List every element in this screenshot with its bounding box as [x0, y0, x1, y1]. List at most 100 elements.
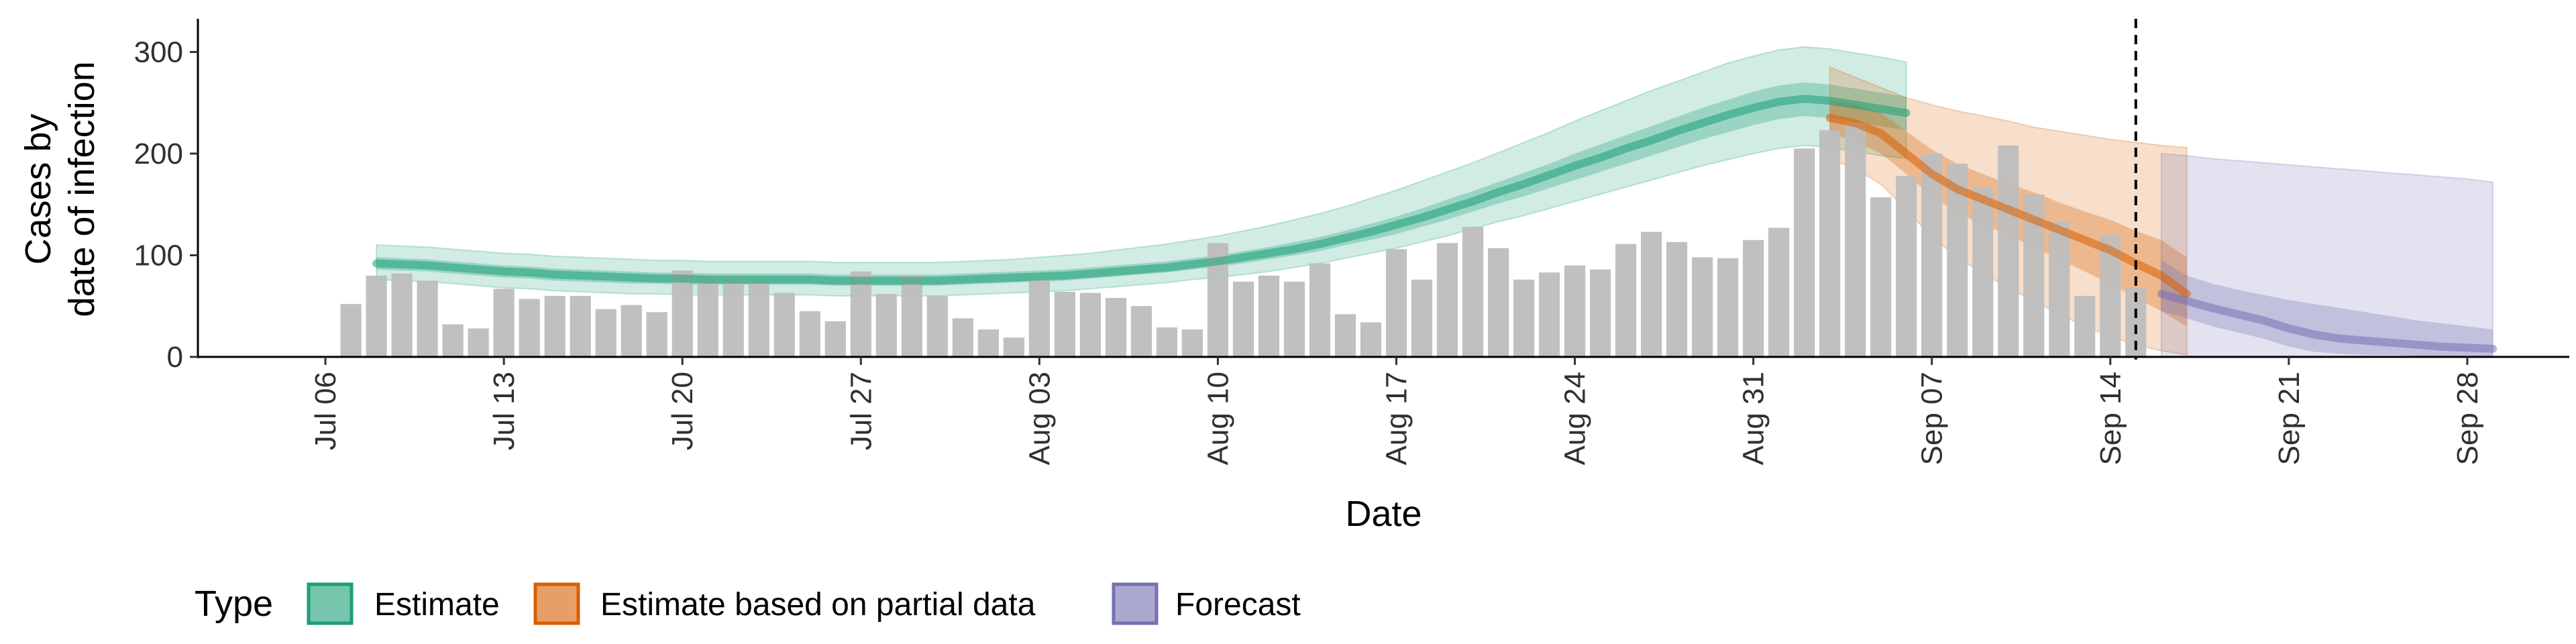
bar [1794, 148, 1815, 357]
bar [901, 275, 922, 357]
bar [1896, 176, 1917, 357]
x-tick-label: Aug 31 [1737, 372, 1770, 465]
x-tick-label: Jul 20 [666, 372, 699, 450]
x-tick-label: Sep 14 [2094, 372, 2127, 465]
bar [544, 296, 566, 357]
legend-key [1112, 582, 1159, 625]
bar [1411, 279, 1433, 357]
band-inner-series-2 [2161, 260, 2493, 356]
bar [1615, 244, 1637, 357]
bar [773, 292, 795, 357]
bar [1513, 279, 1535, 357]
legend-title: Type [195, 584, 273, 624]
bar [1156, 327, 1177, 357]
bar [1028, 280, 1050, 357]
median-line-series-0 [372, 95, 1911, 285]
bar [799, 311, 820, 357]
x-tick-label: Aug 03 [1023, 372, 1056, 465]
bar [493, 288, 515, 357]
case-bars [340, 123, 2147, 358]
legend: Type Estimate Estimate based on partial da… [195, 582, 1301, 625]
legend-label: Estimate based on partial data [600, 587, 1036, 623]
y-axis-title-line: date of infection [62, 61, 102, 317]
y-axis-title: Cases bydate of infection [18, 61, 102, 317]
x-tick-label: Sep 21 [2273, 372, 2306, 465]
bar [2074, 296, 2096, 357]
legend-key [533, 582, 580, 625]
bar [1972, 187, 1994, 357]
x-tick-label: Sep 28 [2451, 372, 2484, 465]
bar [621, 305, 642, 357]
bar [1003, 337, 1024, 357]
axes: 0 100 200 300 Jul 06 Jul 13 Jul 20 Jul 27 Aug 03… [18, 19, 2569, 534]
bar [340, 304, 362, 357]
x-axis-title: Date [1345, 494, 1421, 534]
bar [1743, 239, 1764, 357]
bar [824, 321, 846, 357]
y-axis-title-line: Cases by [18, 113, 58, 264]
x-tick-label: Jul 13 [488, 372, 521, 450]
bar [1870, 197, 1892, 357]
bar [926, 296, 948, 357]
bar [1385, 249, 1407, 357]
bar [952, 318, 973, 357]
median-lines [372, 95, 2497, 353]
y-tick-label: 100 [134, 239, 183, 272]
bar [1692, 257, 1713, 357]
bar [646, 312, 667, 357]
x-tick-label: Jul 06 [309, 372, 342, 450]
bar [875, 294, 897, 357]
band-inner-series-0 [376, 82, 1907, 286]
median-line-series-2 [2157, 290, 2497, 353]
bar [850, 271, 871, 357]
bar [442, 324, 464, 357]
bar [468, 328, 489, 357]
bar [570, 296, 591, 357]
bar [1564, 265, 1586, 357]
bar [1666, 241, 1688, 357]
y-tick-label: 200 [134, 138, 183, 170]
median-line-series-1 [1825, 113, 2191, 299]
bar [1717, 258, 1739, 357]
bar [697, 275, 718, 357]
bar [1334, 314, 1356, 357]
bar [1641, 231, 1662, 357]
bar [1360, 322, 1382, 357]
bar [1130, 306, 1152, 357]
bar [1590, 269, 1611, 357]
bar [977, 329, 999, 357]
y-tick-label: 0 [167, 341, 183, 374]
y-tick-label: 300 [134, 36, 183, 68]
bar [519, 299, 540, 357]
x-tick-label: Aug 10 [1201, 372, 1234, 465]
x-tick-label: Jul 27 [845, 372, 877, 450]
bar [1079, 292, 1101, 357]
bar [417, 280, 438, 357]
bar [595, 309, 616, 357]
legend-key [307, 582, 354, 625]
bar [1258, 275, 1280, 357]
bar [1283, 281, 1305, 357]
bar [1819, 130, 1841, 357]
bar [391, 273, 413, 357]
bar [1845, 123, 1866, 357]
bar [1054, 292, 1075, 357]
bar [1181, 329, 1203, 357]
bar [1436, 243, 1458, 357]
x-tick-label: Aug 24 [1559, 372, 1592, 465]
bar [366, 275, 387, 357]
x-tick-label: Sep 07 [1916, 372, 1949, 465]
bar [1232, 281, 1254, 357]
uncertainty-bands [376, 46, 2493, 358]
bar [748, 280, 769, 357]
bar [722, 277, 744, 357]
bar [1488, 248, 1509, 357]
bar [1462, 227, 1484, 357]
bar [1309, 263, 1331, 357]
bar [1539, 272, 1560, 357]
bar [2049, 221, 2070, 357]
bar [1921, 154, 1943, 357]
legend-label: Estimate [374, 587, 500, 623]
bar [672, 270, 693, 357]
bar [1105, 298, 1126, 357]
